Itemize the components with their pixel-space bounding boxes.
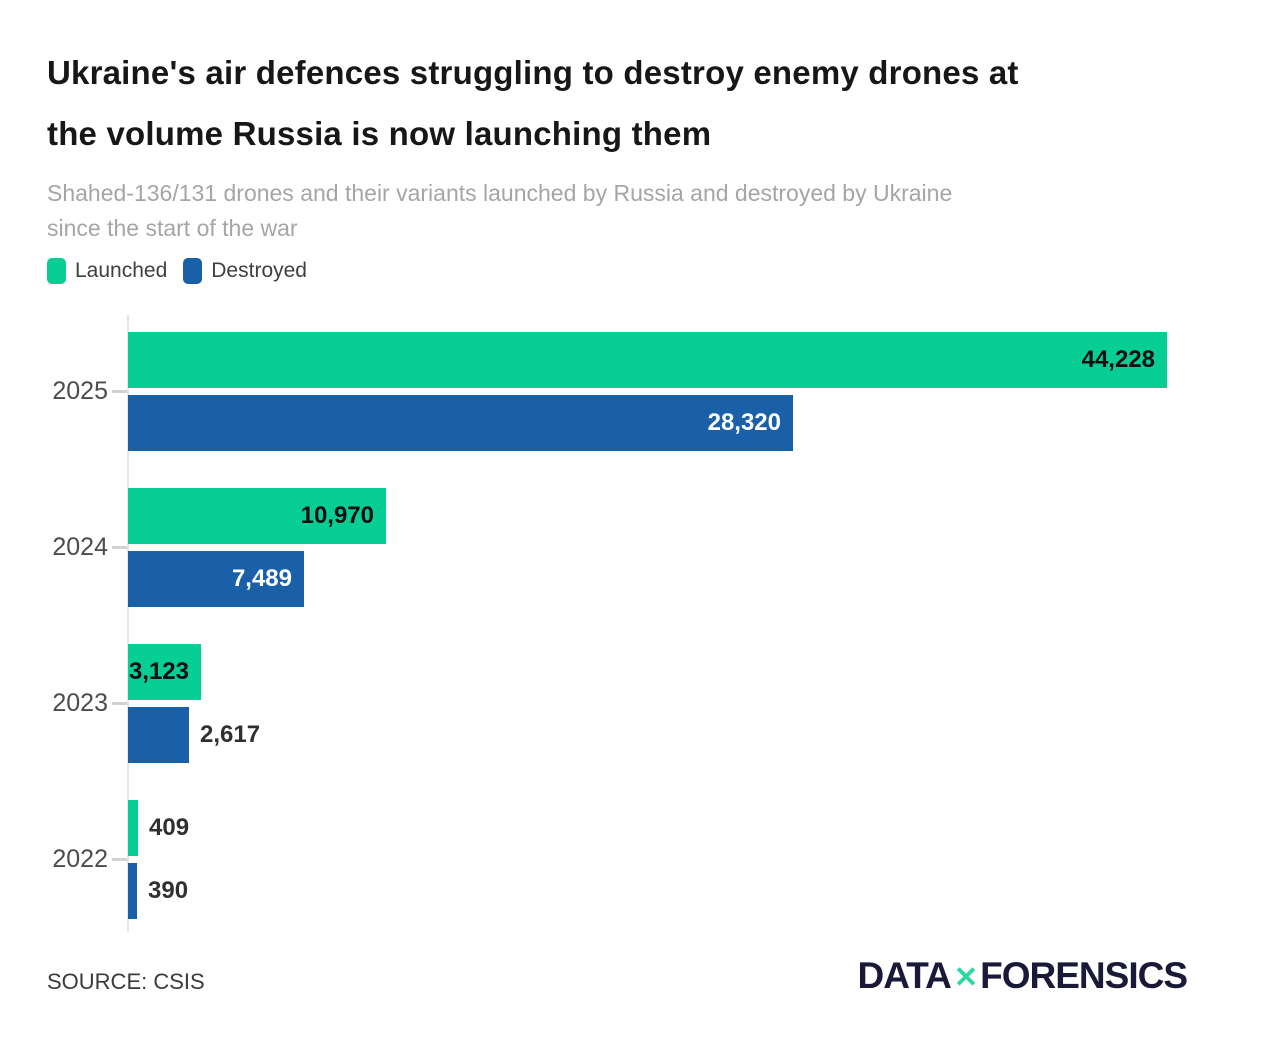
- launched-color-swatch: [47, 258, 66, 284]
- year-label-2025: 2025: [52, 377, 108, 405]
- chart-subtitle-line-2: since the start of the war: [47, 215, 298, 241]
- bar-value-label-launched-2024: 10,970: [300, 502, 374, 529]
- y-axis-line: [127, 315, 129, 932]
- legend: Launched Destroyed: [47, 258, 323, 284]
- chart-area: 2025 44,228 28,320 2024 10,970 7,489 2023 3,123…: [0, 315, 1280, 945]
- bar-value-label-launched-2025: 44,228: [1081, 346, 1155, 373]
- bar-destroyed-2025: [128, 395, 793, 451]
- legend-label-launched: Launched: [75, 259, 168, 282]
- chart-subtitle-line-1: Shahed-136/131 drones and their variants…: [47, 180, 953, 206]
- bar-value-label-destroyed-2025: 28,320: [707, 409, 781, 436]
- chart-title-line-1: Ukraine's air defences struggling to des…: [47, 54, 1019, 91]
- bar-value-label-destroyed-2022: 390: [148, 877, 189, 904]
- data-forensics-logo: DATA ✕ FORENSICS: [858, 955, 1188, 996]
- legend-item-launched: Launched: [47, 258, 167, 284]
- bar-destroyed-2024: [128, 551, 304, 607]
- year-label-2022: 2022: [52, 845, 108, 873]
- logo-x-icon: ✕: [953, 961, 978, 994]
- bar-launched-2024: [128, 488, 386, 544]
- year-tick-2025: [112, 390, 127, 393]
- source-text: SOURCE: CSIS: [47, 969, 205, 994]
- chart-title: Ukraine's air defences struggling to des…: [47, 42, 1207, 164]
- destroyed-color-swatch: [183, 258, 203, 284]
- year-label-2024: 2024: [52, 533, 108, 561]
- year-tick-2024: [112, 546, 127, 549]
- bar-launched-2022: [128, 800, 138, 856]
- legend-item-destroyed: Destroyed: [183, 258, 307, 284]
- bar-value-label-launched-2022: 409: [149, 814, 190, 841]
- year-tick-2023: [112, 702, 127, 705]
- year-label-2023: 2023: [52, 689, 108, 717]
- logo-text-forensics: FORENSICS: [980, 955, 1188, 996]
- bar-destroyed-2023: [128, 707, 189, 763]
- chart-title-line-2: the volume Russia is now launching them: [47, 115, 712, 152]
- bar-value-label-destroyed-2023: 2,617: [200, 721, 261, 748]
- bar-destroyed-2022: [128, 863, 137, 919]
- year-tick-2022: [112, 858, 127, 861]
- bar-value-label-launched-2023: 3,123: [128, 658, 189, 685]
- bar-launched-2023: [128, 644, 201, 700]
- chart-subtitle: Shahed-136/131 drones and their variants…: [47, 176, 1207, 246]
- logo-text-data: DATA: [857, 955, 952, 996]
- legend-label-destroyed: Destroyed: [211, 259, 307, 282]
- bar-launched-2025: [128, 332, 1167, 388]
- bar-value-label-destroyed-2024: 7,489: [231, 565, 292, 592]
